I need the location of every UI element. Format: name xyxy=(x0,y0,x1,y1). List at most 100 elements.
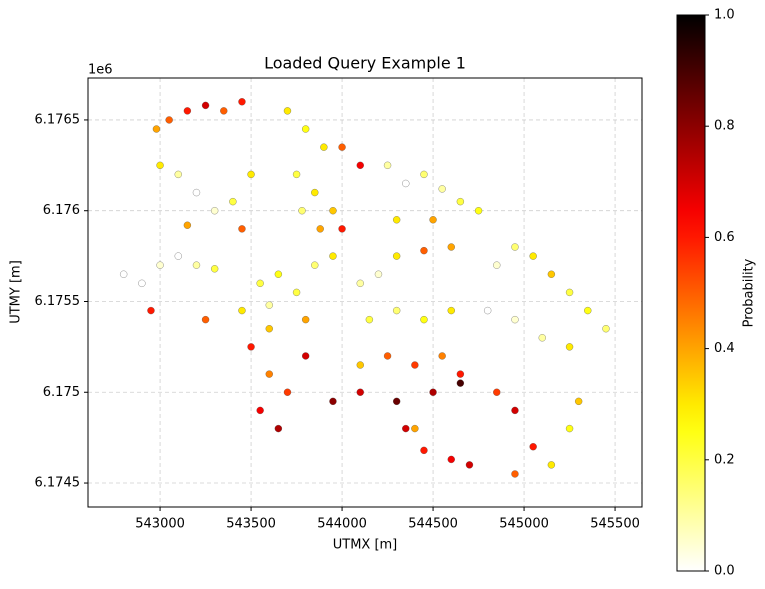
y-tick-label: 6.1755 xyxy=(35,294,81,309)
data-point xyxy=(229,197,237,206)
data-point xyxy=(402,179,410,188)
data-point xyxy=(484,306,492,315)
data-point xyxy=(165,116,173,124)
data-point xyxy=(538,334,546,342)
data-point xyxy=(156,161,164,169)
data-point xyxy=(356,361,364,369)
data-point xyxy=(265,325,273,333)
data-point xyxy=(329,252,337,260)
data-point xyxy=(238,98,246,106)
data-point xyxy=(220,107,228,115)
colorbar-tick-label: 0.4 xyxy=(714,341,735,356)
data-point xyxy=(174,252,182,260)
data-point xyxy=(316,225,324,233)
data-point xyxy=(565,424,574,433)
data-point xyxy=(383,161,392,169)
data-point xyxy=(247,343,255,351)
x-tick-label: 543500 xyxy=(226,517,276,532)
data-point xyxy=(329,397,337,405)
x-tick-label: 544500 xyxy=(408,517,458,532)
colorbar-label: Probability xyxy=(742,258,757,327)
x-tick-label: 543000 xyxy=(135,517,185,532)
data-point xyxy=(201,315,210,324)
colorbar-tick-label: 1.0 xyxy=(714,8,735,23)
y-offset-label: 1e6 xyxy=(88,63,113,78)
data-point xyxy=(584,306,592,315)
data-point xyxy=(192,261,201,269)
data-point xyxy=(238,306,246,315)
data-point xyxy=(311,188,319,197)
data-point xyxy=(211,207,219,215)
data-point xyxy=(329,207,337,215)
data-point xyxy=(511,406,519,415)
data-point xyxy=(383,352,392,360)
data-point xyxy=(311,261,319,269)
data-point xyxy=(438,352,446,360)
data-point xyxy=(511,243,519,251)
data-point xyxy=(447,306,455,315)
data-point xyxy=(493,388,501,396)
data-point xyxy=(547,461,556,469)
colorbar-tick-label: 0.0 xyxy=(714,564,735,579)
data-point xyxy=(120,270,128,278)
data-point xyxy=(547,270,556,278)
data-point xyxy=(447,243,455,251)
data-point xyxy=(256,279,264,287)
data-point xyxy=(265,301,273,309)
data-point xyxy=(456,370,465,378)
data-point xyxy=(456,197,465,206)
data-point xyxy=(147,306,155,315)
data-point xyxy=(298,207,306,215)
data-point xyxy=(420,315,428,324)
data-point xyxy=(356,388,364,396)
data-point xyxy=(302,125,310,133)
data-point xyxy=(274,270,283,278)
colorbar-tick-label: 0.6 xyxy=(714,230,735,245)
y-tick-label: 6.1745 xyxy=(35,476,81,491)
data-point xyxy=(338,225,346,233)
chart-title: Loaded Query Example 1 xyxy=(264,54,466,73)
data-point xyxy=(438,185,446,193)
data-point xyxy=(174,170,182,179)
y-axis-label: UTMY [m] xyxy=(9,260,24,324)
data-point xyxy=(529,443,537,451)
data-point xyxy=(420,446,428,455)
data-point xyxy=(274,424,283,433)
data-point xyxy=(365,315,374,324)
data-point xyxy=(302,315,310,324)
data-point xyxy=(420,170,428,179)
data-point xyxy=(474,207,483,215)
x-tick-label: 544000 xyxy=(317,517,367,532)
data-point xyxy=(338,143,346,151)
data-point xyxy=(420,247,428,255)
data-point xyxy=(292,288,301,297)
data-point xyxy=(456,379,465,387)
data-point xyxy=(256,406,264,415)
data-point xyxy=(292,170,301,179)
data-point xyxy=(411,424,419,433)
data-point xyxy=(152,125,161,133)
data-point xyxy=(447,455,455,464)
colorbar xyxy=(676,14,706,572)
data-point xyxy=(302,352,310,360)
data-point xyxy=(356,279,364,287)
data-point xyxy=(156,261,164,269)
data-point xyxy=(374,270,383,278)
data-point xyxy=(265,370,273,378)
data-point xyxy=(429,216,437,224)
data-point xyxy=(393,216,401,224)
data-point xyxy=(211,265,219,273)
data-point xyxy=(575,397,583,405)
data-point xyxy=(283,388,292,396)
data-point xyxy=(393,252,401,260)
data-point xyxy=(356,161,364,169)
data-point xyxy=(393,397,401,405)
y-tick-label: 6.175 xyxy=(43,385,80,400)
x-tick-label: 545000 xyxy=(499,517,549,532)
y-tick-label: 6.176 xyxy=(43,203,80,218)
data-point xyxy=(192,188,201,197)
data-point xyxy=(429,388,437,396)
data-point xyxy=(283,107,292,115)
